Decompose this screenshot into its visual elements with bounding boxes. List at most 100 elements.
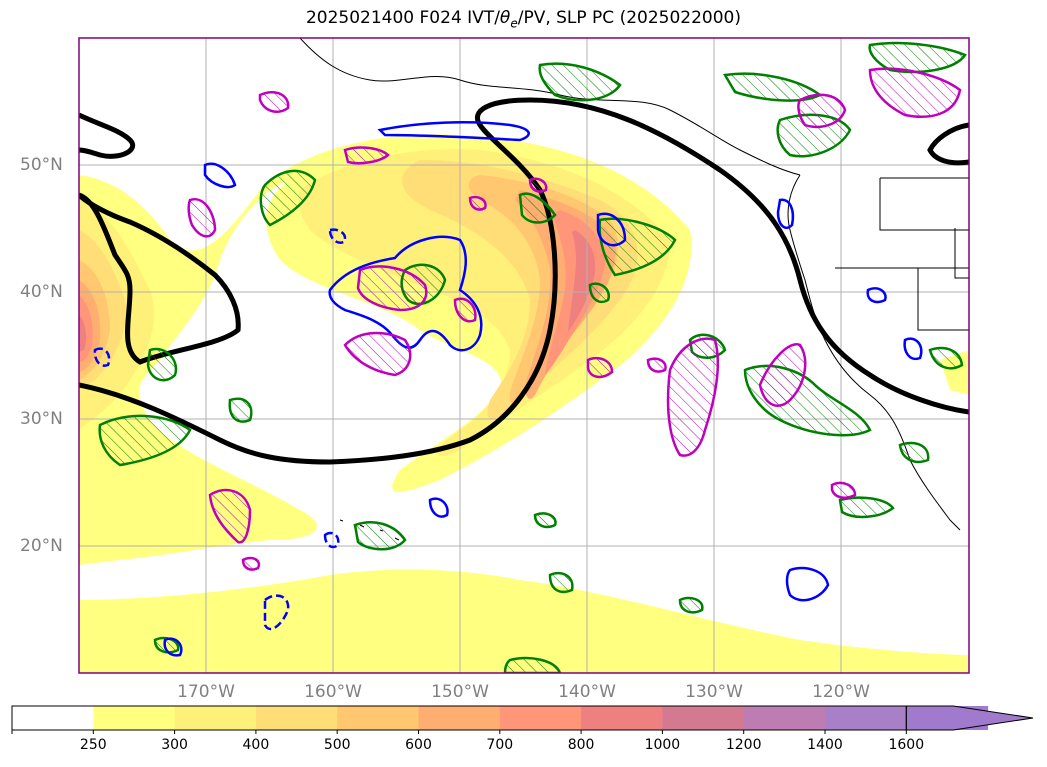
green-3: [598, 217, 677, 277]
green-8: [868, 41, 967, 74]
colorbar-tick-label: 700: [486, 737, 514, 753]
green-20: [503, 656, 562, 673]
map-title: 2025021400 F024 IVT/θe/PV, SLP PC (20250…: [0, 8, 1047, 30]
green-contours: [98, 41, 967, 673]
pv-9: [868, 67, 962, 118]
lat-label-50n: 50°N: [20, 155, 63, 175]
colorbar-tick-label: 800: [567, 737, 595, 753]
pv-4: [758, 343, 807, 407]
colorbar-extend-arrow: [905, 705, 1034, 731]
blue-6: [428, 497, 449, 518]
pv-15: [528, 177, 548, 193]
blue-11: [93, 347, 111, 367]
state-border-3: [917, 268, 969, 331]
colorbar-tick-label: 1200: [725, 737, 762, 753]
colorbar-cell: [581, 706, 663, 730]
colorbar-tick-label: 600: [405, 737, 432, 753]
blue-3: [203, 162, 237, 189]
pv-10: [258, 91, 290, 113]
green-4: [588, 282, 611, 304]
colorbar-cell: [743, 706, 826, 730]
lon-label-160w: 160°W: [304, 682, 362, 702]
colorbar-tick-label: 1400: [807, 737, 843, 753]
green-5: [538, 62, 622, 102]
colorbar-cell: [337, 706, 419, 730]
lon-label-120w: 120°W: [812, 682, 870, 702]
pv-6: [187, 198, 217, 238]
green-15: [353, 521, 407, 551]
colorbar-tick-label: 250: [79, 737, 107, 753]
pv-8: [797, 93, 847, 129]
lon-label-130w: 130°W: [685, 682, 743, 702]
state-border-1: [879, 178, 969, 231]
title-theta-sub: e: [510, 16, 518, 31]
green-10: [146, 347, 178, 382]
pv-12: [646, 357, 667, 373]
slp-nw-corner: [79, 112, 135, 159]
colorbar-tick-label: 300: [161, 737, 188, 753]
blue-large: [328, 235, 483, 352]
green-18: [678, 596, 704, 614]
blue-2: [377, 121, 530, 142]
green-23: [228, 397, 253, 423]
colorbar-cell: [174, 706, 257, 730]
pv-11: [586, 356, 614, 379]
green-22: [898, 441, 930, 464]
slp-south-arc: [79, 97, 969, 465]
green-14: [838, 496, 895, 519]
lat-label-40n: 40°N: [20, 282, 63, 302]
colorbar-cell: [662, 706, 745, 730]
green-21: [928, 346, 964, 370]
state-border-4: [954, 228, 969, 279]
magenta-contours: [187, 67, 962, 571]
pv-2: [343, 331, 412, 377]
ivt-400: [79, 160, 638, 419]
lon-label-170w: 170°W: [177, 682, 235, 702]
slp-high-west: [79, 192, 241, 365]
colorbar-tick-label: 400: [242, 737, 270, 753]
blue-8: [776, 198, 795, 229]
green-1: [259, 169, 317, 227]
pv-17: [241, 556, 261, 571]
colorbar-cell: [825, 706, 907, 730]
colorbar-cell: [499, 706, 582, 730]
blue-7: [163, 637, 183, 657]
green-2: [518, 192, 557, 224]
colorbar: [11, 705, 1034, 734]
lat-label-30n: 30°N: [20, 409, 63, 429]
ivt-shading: [79, 134, 969, 673]
pv-16: [453, 297, 477, 323]
green-11: [98, 414, 192, 467]
green-16: [533, 512, 557, 529]
blue-13: [323, 531, 340, 549]
blue-4: [596, 212, 627, 247]
pv-14: [468, 195, 487, 211]
colorbar-cell: [93, 706, 176, 730]
colorbar-cell: [12, 706, 94, 730]
ivt-250-south: [79, 569, 969, 673]
colorbar-outline: [11, 705, 907, 731]
pv-1: [356, 265, 428, 312]
colorbar-tick-label: 1000: [644, 737, 681, 753]
lon-label-140w: 140°W: [558, 682, 616, 702]
colorbar-cell: [418, 706, 501, 730]
pv-5: [208, 488, 252, 544]
blue-14: [328, 228, 347, 244]
green-17: [548, 571, 574, 594]
blue-9: [903, 337, 923, 361]
title-prefix: 2025021400 F024 IVT/: [305, 8, 500, 28]
slp-contours: [79, 97, 969, 465]
lat-label-20n: 20°N: [20, 536, 63, 556]
lon-label-150w: 150°W: [431, 682, 489, 702]
map-panel: [79, 38, 969, 673]
ivt-500: [79, 175, 619, 404]
colorbar-cell: [255, 706, 338, 730]
title-suffix: /PV, SLP PC (2025022000): [517, 8, 742, 28]
blue-10: [866, 287, 887, 304]
blue-contours: [93, 121, 923, 657]
pv-13: [830, 481, 857, 499]
green-19: [153, 636, 180, 654]
pv-7: [343, 146, 390, 165]
ivt-700: [79, 210, 605, 375]
